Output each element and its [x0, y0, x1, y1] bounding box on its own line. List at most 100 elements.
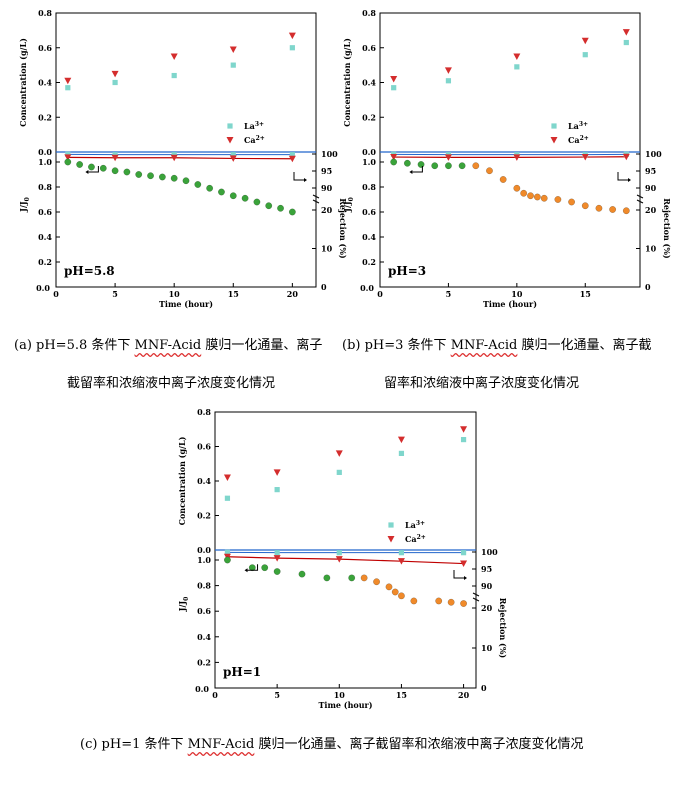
caption-c-mnf: MNF-Acid	[187, 737, 255, 752]
axis-break-mark	[472, 597, 480, 602]
x-tick-label: 15	[396, 690, 407, 700]
conc-tick-label: 0.6	[38, 43, 52, 53]
legend-la-label: La3+	[568, 121, 588, 131]
flux-orange-point	[499, 176, 507, 183]
axis-break-mark	[472, 592, 480, 597]
flux-tick-label: 0.0	[36, 283, 50, 293]
caption-c-line1: (c) pH=1 条件下 MNF-Acid 膜归一化通量、离子截留率和浓缩液中离…	[80, 733, 583, 752]
caption-c-post: 膜归一化通量、离子截留率和浓缩液中离子浓度变化情况	[254, 737, 584, 752]
flux-green-point	[64, 158, 72, 166]
x-tick-label: 10	[334, 690, 346, 700]
rejection-ca-line	[67, 156, 293, 160]
flux-orange-point	[472, 162, 480, 170]
caption-a-line1: (a) pH=5.8 条件下 MNF-Acid 膜归一化通量、离子	[14, 334, 322, 353]
concentration-ca-point	[390, 76, 398, 83]
panel-ph-label: pH=5.8	[64, 264, 115, 278]
flux-orange-point	[486, 167, 493, 175]
x-tick-label: 10	[511, 289, 523, 299]
concentration-ca-point	[513, 53, 521, 60]
conc-tick-label: 0.4	[38, 78, 52, 88]
flux-orange-point	[460, 600, 468, 607]
x-tick-label: 15	[228, 289, 239, 299]
legend-ca-label: Ca2+	[244, 135, 265, 145]
rejection-axis-label: Rejection (%)	[662, 198, 672, 259]
right-arrowhead-icon	[628, 178, 631, 182]
right-axis-arrow-icon	[293, 172, 304, 181]
flux-green-point	[99, 164, 107, 172]
flux-green-point	[253, 198, 261, 206]
concentration-ca-point	[460, 426, 468, 433]
flux-tick-label: 0.8	[38, 182, 52, 192]
conc-tick-label: 0.4	[197, 476, 211, 486]
flux-green-point	[182, 177, 190, 185]
flux-green-point	[158, 173, 166, 181]
concentration-la-point	[514, 64, 520, 70]
rejection-ca-point	[622, 153, 630, 161]
conc-tick-label: 0.0	[38, 147, 52, 157]
concentration-la-point	[274, 487, 280, 493]
rejection-la-point	[274, 550, 280, 556]
flux-orange-point	[595, 204, 603, 212]
flux-green-point	[229, 192, 237, 200]
flux-axis-subscript: 0	[24, 197, 31, 201]
axis-break-mark	[312, 194, 320, 199]
concentration-la-point	[398, 450, 405, 456]
chart-panel-c: 0.0 0.2 0.4 0.6 0.8 Concentration (g/L) 0.2 0.4…	[177, 407, 508, 710]
rejection-ca-point	[335, 556, 343, 563]
flux-tick-label: 0.6	[197, 606, 211, 616]
flux-orange-point	[568, 198, 576, 206]
flux-green-point	[76, 161, 84, 168]
concentration-axis-label: Concentration (g/L)	[342, 38, 352, 127]
concentration-axis-label: Concentration (g/L)	[177, 436, 187, 525]
rejection-tick-label: 10	[321, 244, 333, 254]
flux-tick-label: 0.8	[362, 182, 376, 192]
rejection-tick-label: 95	[481, 564, 492, 574]
rejection-la-point	[230, 152, 236, 158]
concentration-ca-point	[273, 469, 281, 476]
legend-ca-superscript: 2+	[580, 135, 589, 142]
flux-green-point	[123, 168, 131, 176]
flux-tick-label: 0.4	[38, 232, 52, 242]
flux-green-point	[288, 208, 296, 216]
flux-orange-point	[513, 184, 521, 192]
rejection-la-point	[289, 152, 295, 158]
panel-ph-label: pH=1	[223, 665, 261, 679]
rejection-ca-point	[390, 154, 398, 161]
x-tick-label: 0	[53, 289, 59, 299]
concentration-la-point	[623, 39, 629, 46]
caption-a-line2: 截留率和浓缩液中离子浓度变化情况	[67, 372, 275, 391]
flux-orange-point	[447, 598, 455, 606]
flux-orange-point	[533, 193, 541, 201]
flux-green-point	[390, 158, 398, 166]
concentration-la-point	[460, 437, 467, 443]
flux-axis-subscript: 0	[348, 197, 355, 201]
flux-orange-point	[520, 189, 528, 197]
concentration-ca-point	[229, 46, 237, 53]
rejection-ca-point	[229, 155, 237, 162]
time-axis-label: Time (hour)	[483, 299, 537, 309]
flux-green-point	[444, 162, 452, 170]
time-axis-label: Time (hour)	[318, 700, 372, 710]
concentration-ca-point	[444, 67, 452, 74]
concentration-la-point	[391, 85, 397, 91]
rejection-tick-label: 95	[645, 166, 656, 176]
time-axis-label: Time (hour)	[159, 299, 213, 309]
rejection-la-point	[65, 151, 71, 157]
concentration-la-point	[582, 52, 588, 58]
right-arrowhead-icon	[304, 178, 307, 182]
x-tick-label: 5	[112, 289, 118, 299]
caption-a-pre: (a) pH=5.8 条件下	[14, 338, 135, 353]
flux-tick-label: 0.6	[362, 207, 376, 217]
concentration-la-point	[336, 469, 342, 475]
rejection-ca-line	[227, 556, 464, 565]
flux-tick-label: 1.0	[197, 555, 211, 565]
rejection-tick-label: 20	[321, 205, 333, 215]
flux-orange-point	[527, 192, 534, 200]
flux-orange-point	[435, 597, 443, 605]
rejection-tick-label: 90	[645, 183, 657, 193]
rejection-tick-label: 100	[481, 547, 498, 557]
concentration-ca-point	[335, 450, 343, 457]
concentration-la-point	[224, 495, 231, 501]
flux-tick-label: 0.0	[195, 684, 209, 694]
flux-green-point	[223, 556, 231, 564]
